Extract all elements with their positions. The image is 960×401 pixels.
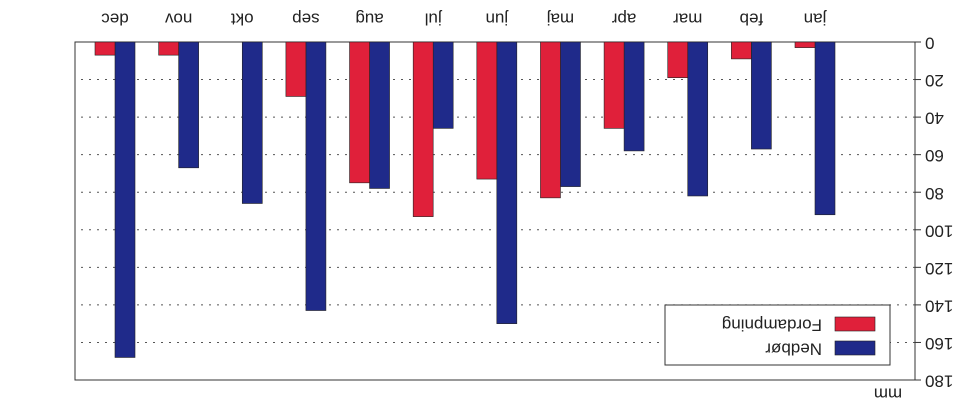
x-tick-label: jul	[425, 10, 443, 29]
x-tick-label: sep	[292, 10, 319, 29]
y-tick-label: 100	[925, 221, 953, 240]
bar	[476, 41, 498, 180]
bar	[369, 41, 390, 189]
legend-swatch	[834, 340, 876, 356]
bar	[794, 41, 816, 48]
x-tick-label: maj	[547, 10, 574, 29]
x-tick-label: okt	[231, 10, 254, 29]
bar	[540, 41, 561, 199]
bar	[285, 41, 307, 97]
y-tick-label: 180	[925, 372, 953, 391]
bar	[114, 41, 136, 358]
bar	[751, 41, 772, 150]
x-tick-label: apr	[611, 10, 636, 29]
x-tick-label: jun	[485, 10, 509, 29]
bar	[412, 41, 434, 217]
bar	[603, 41, 625, 129]
bar	[731, 41, 752, 60]
bar	[432, 41, 454, 129]
legend-swatch	[834, 316, 876, 332]
bar	[349, 41, 370, 184]
bar	[667, 41, 689, 78]
bar	[241, 41, 263, 204]
bar	[687, 41, 709, 197]
x-tick-label: aug	[355, 10, 383, 29]
x-tick-label: mar	[673, 10, 703, 29]
bar	[623, 41, 645, 152]
bar	[814, 41, 836, 216]
y-tick-label: 0	[925, 34, 934, 53]
y-tick-label: 60	[925, 146, 944, 165]
bar	[94, 41, 116, 56]
x-tick-label: nov	[164, 10, 192, 29]
bar	[158, 41, 179, 56]
legend-label: Fordampning	[722, 316, 822, 335]
bar	[496, 41, 518, 324]
bar	[560, 41, 581, 187]
y-tick-label: 120	[925, 259, 953, 278]
bar	[178, 41, 199, 169]
bar	[305, 41, 327, 311]
x-tick-label: dec	[101, 10, 129, 29]
y-tick-label: 140	[925, 296, 953, 315]
y-tick-label: 40	[925, 109, 944, 128]
x-tick-label: feb	[740, 10, 764, 29]
y-tick-label: 20	[925, 71, 944, 90]
legend-label: Nedbør	[765, 340, 822, 359]
y-tick-label: 80	[925, 184, 944, 203]
y-tick-label: 160	[925, 334, 953, 353]
y-axis-label: mm	[874, 385, 902, 401]
x-tick-label: jan	[804, 10, 828, 29]
